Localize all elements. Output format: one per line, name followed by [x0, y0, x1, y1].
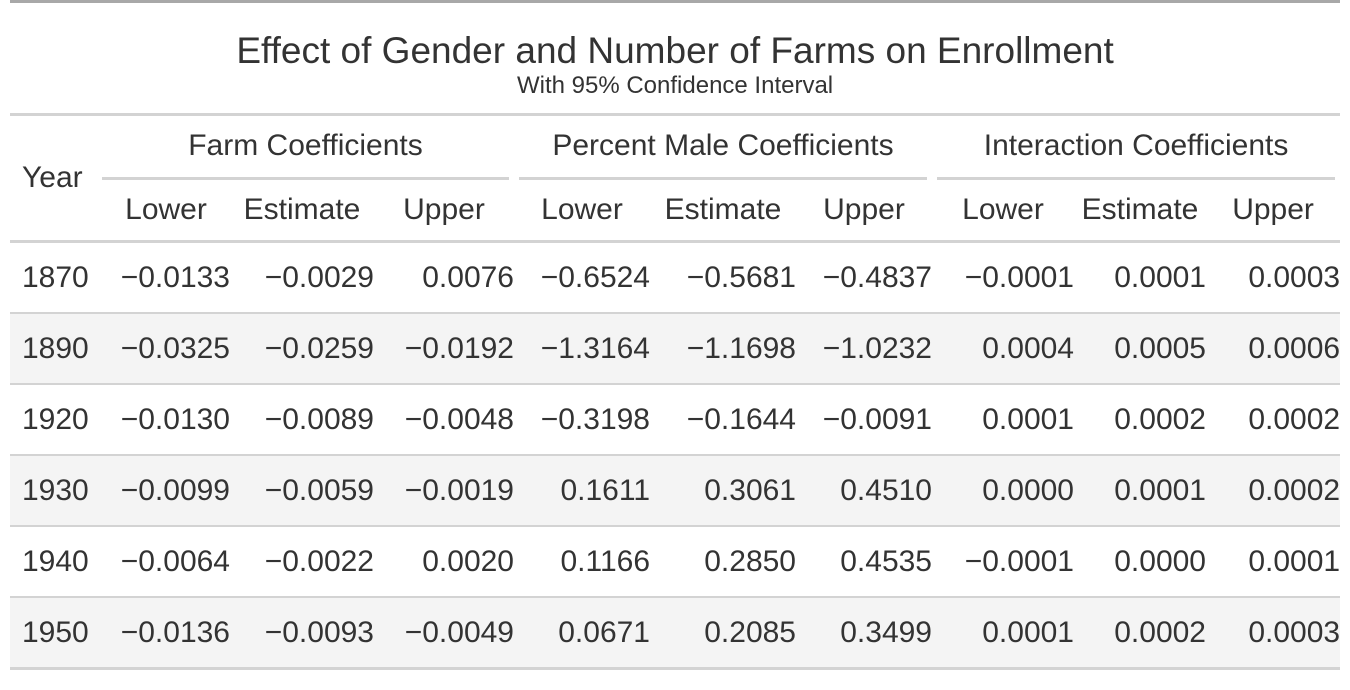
value-cell: −0.0049: [374, 597, 514, 669]
table-row: 1920 −0.0130 −0.0089 −0.0048 −0.3198 −0.1644−…: [10, 384, 1341, 456]
value-cell: 0.0001: [932, 384, 1074, 456]
table-row: 1890 −0.0325 −0.0259 −0.0192 −1.3164 −1.1698−…: [10, 313, 1341, 385]
column-header: Upper: [1206, 180, 1341, 243]
value-cell: 0.3061: [650, 455, 796, 527]
coefficients-table-container: Effect of Gender and Number of Farms on …: [10, 0, 1341, 670]
value-cell: −0.0029: [230, 241, 374, 314]
year-cell: 1940: [10, 526, 102, 598]
value-cell: 0.0002: [1206, 384, 1341, 456]
value-cell: −0.6524: [514, 241, 650, 314]
value-cell: −0.0091: [796, 384, 932, 456]
value-cell: 0.0001: [1074, 241, 1206, 314]
table-row: 1940 −0.0064 −0.0022 0.0020 0.1166 0.2850 0.45…: [10, 526, 1341, 598]
value-cell: −0.0022: [230, 526, 374, 598]
value-cell: −0.0001: [932, 526, 1074, 598]
year-cell: 1890: [10, 313, 102, 385]
value-cell: −0.0048: [374, 384, 514, 456]
column-header: Upper: [374, 180, 514, 243]
spanner-interaction: Interaction Coefficients: [932, 115, 1340, 180]
value-cell: 0.0671: [514, 597, 650, 669]
year-cell: 1930: [10, 455, 102, 527]
value-cell: −0.0089: [230, 384, 374, 456]
value-cell: 0.0000: [1074, 526, 1206, 598]
column-header: Lower: [932, 180, 1074, 243]
value-cell: −0.0019: [374, 455, 514, 527]
value-cell: 0.0004: [932, 313, 1074, 385]
value-cell: 0.0003: [1206, 241, 1341, 314]
value-cell: 0.4535: [796, 526, 932, 598]
value-cell: 0.0076: [374, 241, 514, 314]
value-cell: 0.0002: [1074, 384, 1206, 456]
value-cell: −0.3198: [514, 384, 650, 456]
column-header: Lower: [102, 180, 230, 243]
value-cell: 0.0005: [1074, 313, 1206, 385]
value-cell: −0.0130: [102, 384, 230, 456]
spanner-interaction-label: Interaction Coefficients: [937, 129, 1336, 180]
value-cell: −0.0093: [230, 597, 374, 669]
coefficients-table: Effect of Gender and Number of Farms on …: [10, 0, 1341, 670]
year-column-header: Year: [10, 114, 102, 243]
value-cell: 0.4510: [796, 455, 932, 527]
value-cell: 0.0001: [1074, 455, 1206, 527]
value-cell: −1.0232: [796, 313, 932, 385]
value-cell: 0.0000: [932, 455, 1074, 527]
value-cell: 0.0020: [374, 526, 514, 598]
value-cell: −0.1644: [650, 384, 796, 456]
value-cell: 0.0002: [1206, 455, 1341, 527]
value-cell: −0.0259: [230, 313, 374, 385]
value-cell: −0.0099: [102, 455, 230, 527]
value-cell: −1.3164: [514, 313, 650, 385]
column-header: Upper: [796, 180, 932, 243]
value-cell: 0.0001: [1206, 526, 1341, 598]
year-cell: 1950: [10, 597, 102, 669]
column-header: Lower: [514, 180, 650, 243]
value-cell: −1.1698: [650, 313, 796, 385]
value-cell: 0.2850: [650, 526, 796, 598]
table-body: 1870 −0.0133 −0.0029 0.0076 −0.6524 −0.5681 −0…: [10, 241, 1341, 669]
table-subtitle: With 95% Confidence Interval: [10, 69, 1341, 116]
spanner-farm-label: Farm Coefficients: [102, 129, 509, 180]
year-cell: 1870: [10, 241, 102, 314]
value-cell: 0.0001: [932, 597, 1074, 669]
value-cell: −0.0325: [102, 313, 230, 385]
spanner-farm: Farm Coefficients: [102, 115, 514, 180]
value-cell: −0.4837: [796, 241, 932, 314]
table-title: Effect of Gender and Number of Farms on …: [236, 30, 1114, 71]
value-cell: −0.0192: [374, 313, 514, 385]
column-header: Estimate: [1074, 180, 1206, 243]
value-cell: −0.0133: [102, 241, 230, 314]
value-cell: −0.0001: [932, 241, 1074, 314]
value-cell: 0.0002: [1074, 597, 1206, 669]
table-row: 1870 −0.0133 −0.0029 0.0076 −0.6524 −0.5681 −0…: [10, 241, 1341, 314]
value-cell: −0.0064: [102, 526, 230, 598]
value-cell: −0.0059: [230, 455, 374, 527]
value-cell: 0.0003: [1206, 597, 1341, 669]
value-cell: 0.0006: [1206, 313, 1341, 385]
column-header: Estimate: [230, 180, 374, 243]
value-cell: 0.1166: [514, 526, 650, 598]
column-header: Estimate: [650, 180, 796, 243]
value-cell: 0.3499: [796, 597, 932, 669]
value-cell: 0.1611: [514, 455, 650, 527]
value-cell: −0.5681: [650, 241, 796, 314]
table-row: 1950 −0.0136 −0.0093 −0.0049 0.0671 0.2085 0.3…: [10, 597, 1341, 669]
value-cell: −0.0136: [102, 597, 230, 669]
spanner-percent-male-label: Percent Male Coefficients: [519, 129, 927, 180]
table-row: 1930 −0.0099 −0.0059 −0.0019 0.1611 0.3061 0.4…: [10, 455, 1341, 527]
year-cell: 1920: [10, 384, 102, 456]
value-cell: 0.2085: [650, 597, 796, 669]
spanner-percent-male: Percent Male Coefficients: [514, 115, 932, 180]
